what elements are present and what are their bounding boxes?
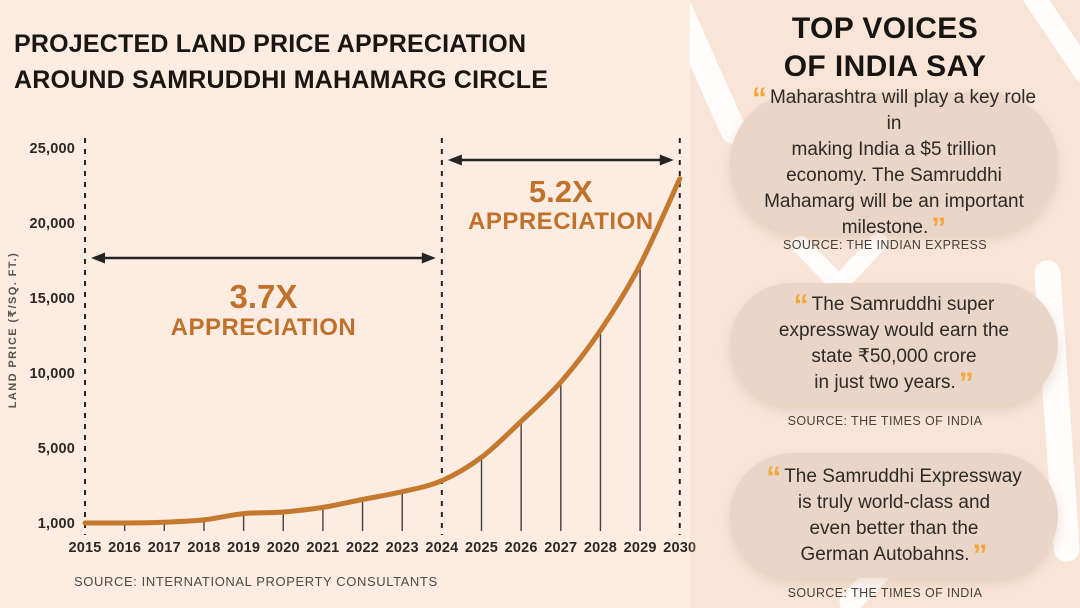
price-line — [82, 176, 683, 526]
x-tick-label: 2016 — [108, 540, 141, 556]
quote-body: The Samruddhi Expressway is truly world-… — [784, 465, 1022, 565]
x-tick-label: 2025 — [465, 540, 498, 556]
x-tick-label: 2021 — [306, 540, 339, 556]
x-tick-label: 2028 — [584, 540, 617, 556]
open-quote-icon: “ — [751, 82, 767, 115]
x-tick-label: 2029 — [624, 540, 657, 556]
quote-source: SOURCE: THE TIMES OF INDIA — [787, 586, 983, 600]
quote-body: The Samruddhi super expressway would ear… — [778, 294, 1010, 393]
page-title: PROJECTED LAND PRICE APPRECIATION AROUND… — [14, 26, 548, 98]
arrowhead-left — [447, 154, 462, 166]
arrowhead-right — [421, 252, 436, 264]
quote-text: “Maharashtra will play a key role in mak… — [730, 82, 1058, 244]
quote-card: “Maharashtra will play a key role in mak… — [730, 84, 1058, 244]
x-tick-label: 2030 — [663, 540, 696, 556]
voices-title: TOP VOICES OF INDIA SAY — [690, 10, 1080, 86]
close-quote-icon: ” — [931, 212, 947, 245]
page-title-line1: PROJECTED LAND PRICE APPRECIATION — [14, 30, 527, 58]
x-tick-label: 2018 — [187, 540, 220, 556]
y-tick-label: 15,000 — [29, 291, 75, 307]
close-quote-icon: ” — [958, 367, 974, 400]
close-quote-icon: ” — [972, 538, 988, 572]
top-voices-panel: TOP VOICES OF INDIA SAY “Maharashtra wil… — [690, 0, 1080, 608]
arrowhead-left — [91, 252, 105, 264]
y-tick-label: 20,000 — [29, 216, 75, 232]
y-tick-label: 1,000 — [38, 516, 75, 532]
x-tick-label: 2015 — [68, 540, 101, 556]
y-tick-label: 10,000 — [29, 366, 75, 382]
x-tick-label: 2024 — [425, 540, 458, 556]
voices-title-line1: TOP VOICES — [791, 12, 979, 45]
page-title-line2: AROUND SAMRUDDHI MAHAMARG CIRCLE — [14, 66, 549, 94]
quote-source: SOURCE: THE INDIAN EXPRESS — [783, 238, 987, 252]
appreciation-multiplier: 3.7X — [229, 278, 297, 315]
quote-card: “The Samruddhi Expressway is truly world… — [730, 453, 1058, 578]
arrowhead-right — [659, 154, 674, 166]
x-tick-label: 2022 — [346, 540, 379, 556]
y-tick-label: 5,000 — [38, 441, 75, 457]
x-tick-label: 2026 — [505, 540, 538, 556]
x-tick-label: 2019 — [227, 540, 260, 556]
x-tick-label: 2027 — [544, 540, 577, 556]
quote-card: “The Samruddhi super expressway would ea… — [730, 283, 1058, 405]
appreciation-word: APPRECIATION — [468, 208, 654, 235]
appreciation-multiplier: 5.2X — [529, 174, 593, 209]
x-tick-label: 2023 — [386, 540, 419, 556]
y-axis-title: LAND PRICE (₹/SQ. FT.) — [7, 252, 19, 408]
open-quote-icon: “ — [793, 289, 809, 322]
quote-source: SOURCE: THE TIMES OF INDIA — [787, 414, 983, 428]
quote-text: “The Samruddhi super expressway would ea… — [765, 289, 1023, 399]
quote-text: “The Samruddhi Expressway is truly world… — [752, 460, 1036, 570]
quote-body: Maharashtra will play a key role in maki… — [764, 87, 1037, 238]
x-tick-label: 2020 — [267, 540, 300, 556]
open-quote-icon: “ — [766, 460, 782, 494]
voices-title-line2: OF INDIA SAY — [783, 50, 987, 83]
appreciation-word: APPRECIATION — [171, 314, 357, 341]
x-tick-label: 2017 — [148, 540, 181, 556]
chart-source: SOURCE: INTERNATIONAL PROPERTY CONSULTAN… — [74, 574, 438, 589]
land-price-line-chart: 1,000 5,000 10,000 15,000 20,000 25,000 2015 20… — [7, 138, 696, 556]
y-tick-label: 25,000 — [29, 141, 75, 157]
